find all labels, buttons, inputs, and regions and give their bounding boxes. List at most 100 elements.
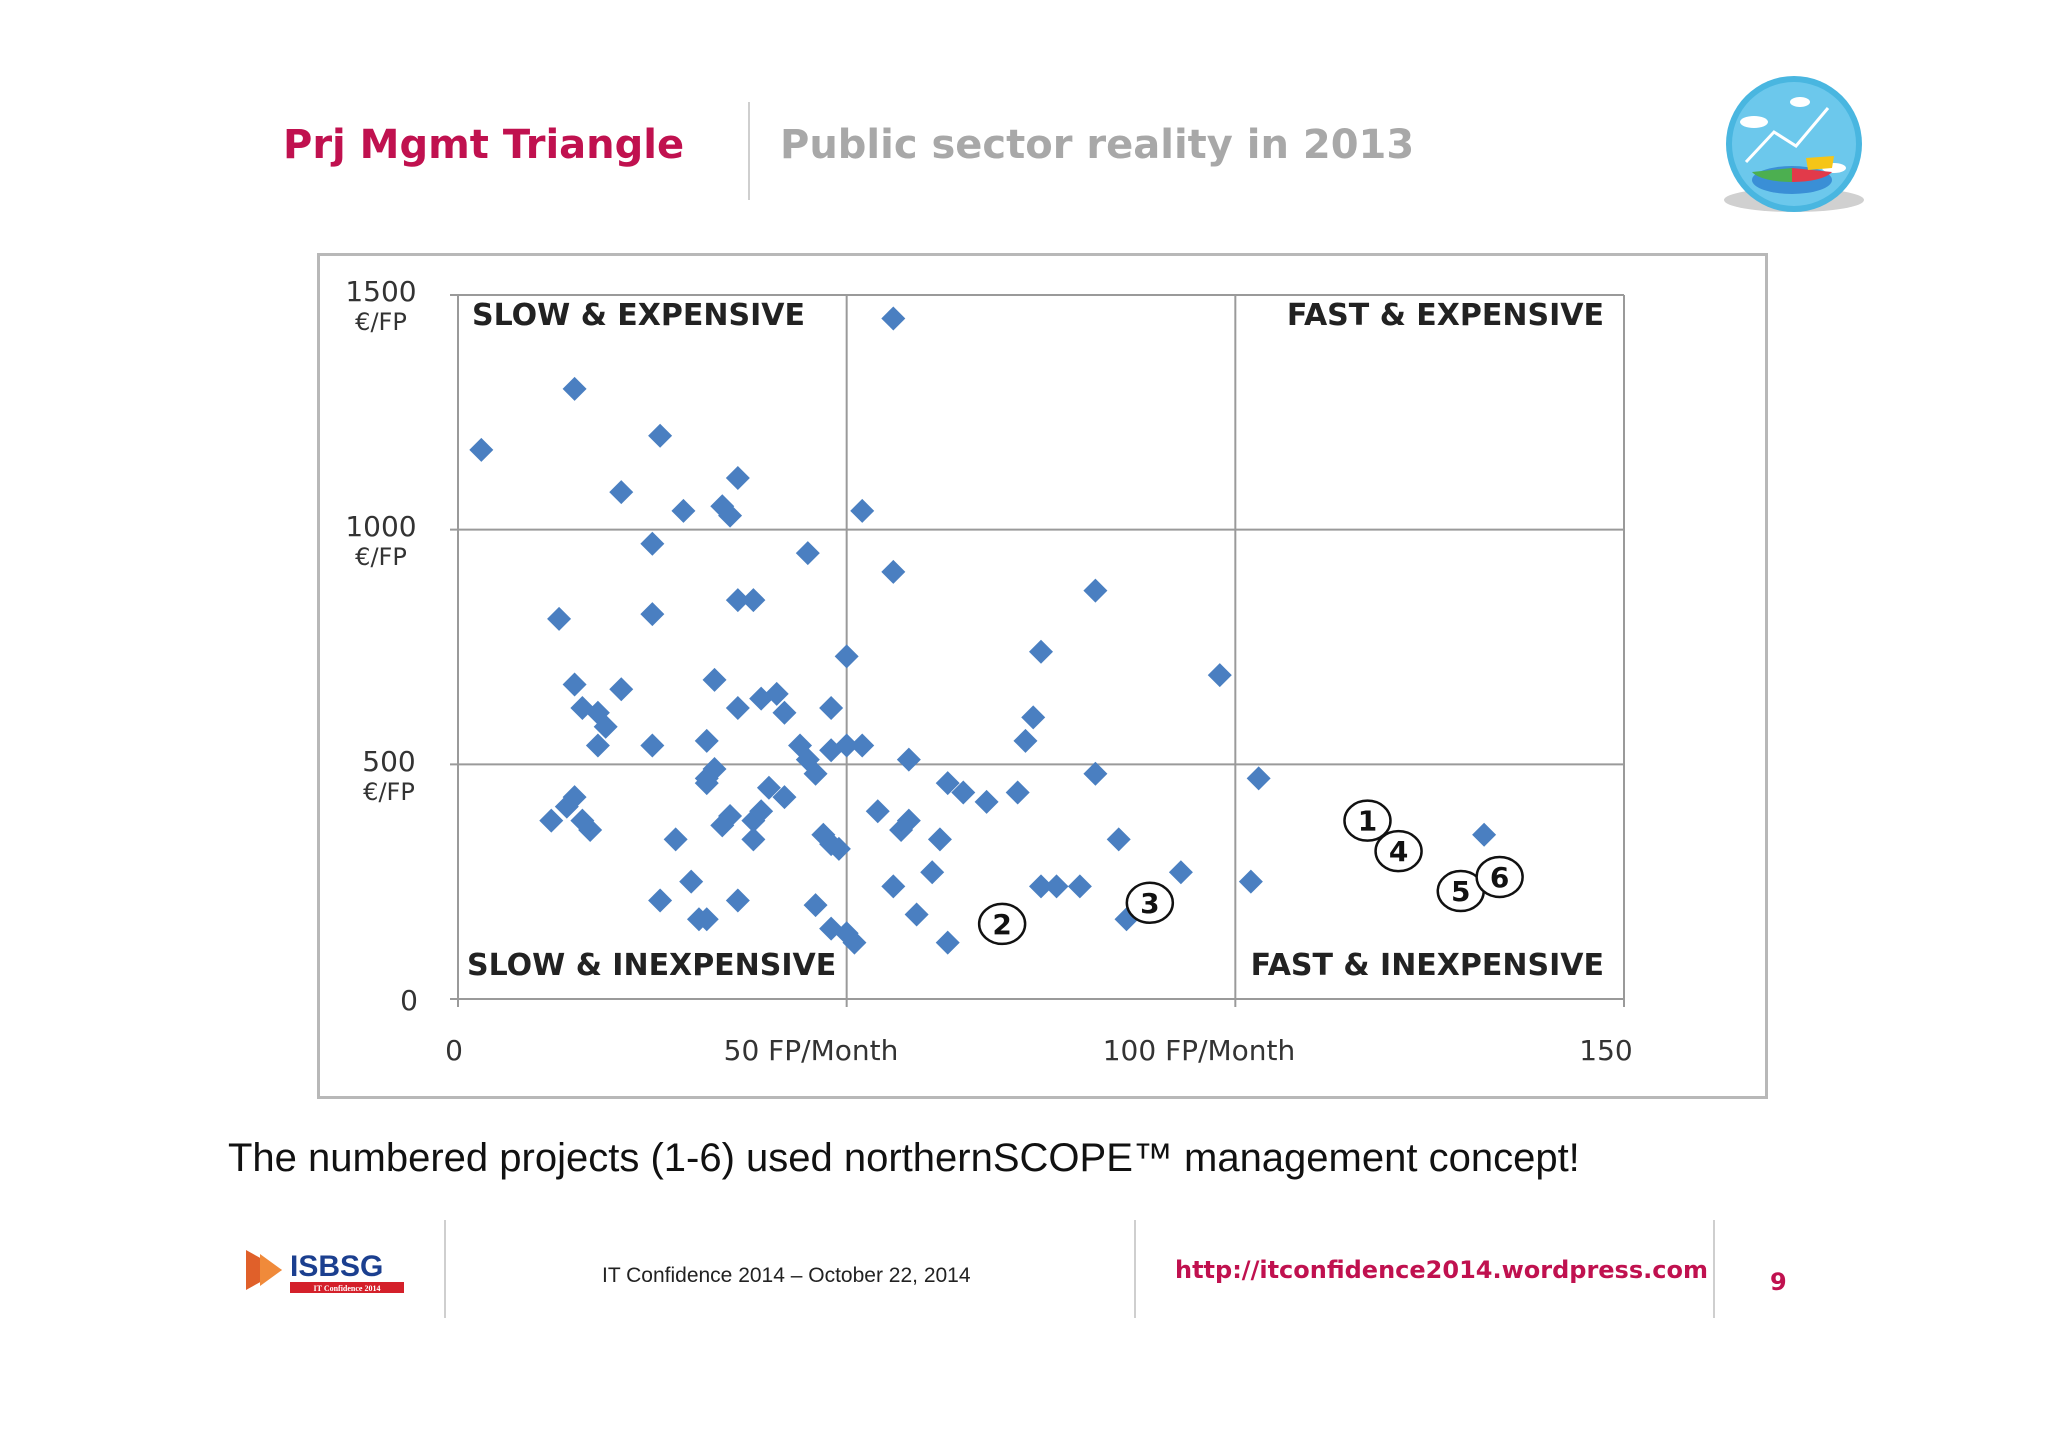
data-point	[710, 813, 735, 838]
data-point	[679, 869, 704, 894]
data-point	[819, 738, 844, 763]
data-point	[881, 874, 906, 899]
isbsg-logo-subtext: IT Confidence 2014	[314, 1284, 381, 1293]
data-point	[896, 747, 921, 772]
data-point	[671, 498, 696, 523]
data-point	[640, 531, 665, 556]
data-point	[562, 672, 587, 697]
data-point	[725, 466, 750, 491]
data-point	[881, 559, 906, 584]
data-point	[803, 761, 828, 786]
data-point	[1207, 663, 1232, 688]
data-point	[469, 437, 494, 462]
data-point	[1013, 728, 1038, 753]
globe-chart-logo	[1724, 76, 1864, 212]
data-point	[850, 733, 875, 758]
isbsg-logo-text: ISBSG	[290, 1250, 383, 1283]
data-point	[1472, 822, 1497, 847]
data-point	[1106, 827, 1131, 852]
data-point	[951, 780, 976, 805]
x-tick-label-150: 150	[1579, 1034, 1632, 1067]
data-point	[920, 860, 945, 885]
data-point	[710, 494, 735, 519]
y-tick-label-1000: 1000	[345, 510, 416, 543]
data-point	[741, 827, 766, 852]
data-point	[725, 696, 750, 721]
project-marker-label: 2	[992, 908, 1011, 941]
data-point	[1005, 780, 1030, 805]
data-point	[694, 728, 719, 753]
x-tick-label-0: 0	[445, 1034, 463, 1067]
quadrant-label-fast-inexpensive: FAST & INEXPENSIVE	[1251, 948, 1604, 983]
data-point	[896, 808, 921, 833]
data-point	[1083, 761, 1108, 786]
project-marker-2: 2	[977, 902, 1027, 946]
y-tick-unit-1500: €/FP	[355, 308, 407, 336]
data-point	[1067, 874, 1092, 899]
data-point	[741, 588, 766, 613]
project-marker-label: 4	[1389, 835, 1408, 868]
quadrant-label-fast-expensive: FAST & EXPENSIVE	[1287, 298, 1604, 333]
project-marker-4: 4	[1374, 829, 1423, 873]
data-point	[1029, 874, 1053, 899]
project-marker-6: 6	[1475, 855, 1524, 899]
data-point	[795, 541, 820, 566]
data-point	[865, 799, 890, 824]
project-marker-label: 5	[1451, 875, 1470, 908]
data-point	[539, 808, 564, 833]
data-point	[1044, 874, 1069, 899]
data-point	[702, 667, 727, 692]
data-point	[562, 785, 587, 810]
data-point	[609, 677, 634, 702]
data-point	[694, 766, 719, 791]
data-point	[1168, 860, 1193, 885]
data-point	[562, 376, 587, 401]
slide-caption: The numbered projects (1-6) used norther…	[228, 1136, 1580, 1180]
project-marker-circle	[1475, 855, 1524, 899]
y-tick-label-1500: 1500	[345, 275, 416, 308]
data-point	[640, 733, 665, 758]
footer-url-link[interactable]: http://itconfidence2014.wordpress.com	[1175, 1256, 1708, 1284]
data-point	[1246, 766, 1271, 791]
data-point	[850, 498, 875, 523]
slide-subtitle: Public sector reality in 2013	[780, 122, 1415, 168]
quadrant-label-slow-expensive: SLOW & EXPENSIVE	[472, 298, 805, 333]
data-point	[772, 785, 797, 810]
project-marker-circle	[1125, 881, 1175, 925]
data-point	[764, 681, 789, 706]
data-point	[648, 423, 673, 448]
data-point	[585, 733, 610, 758]
data-point	[935, 930, 960, 955]
data-point	[927, 827, 952, 852]
project-marker-circle	[1374, 829, 1423, 873]
scatter-chart: 1500 €/FP 1000 €/FP 500 €/FP 0 0 50 FP/M…	[345, 275, 1632, 1067]
data-point	[547, 606, 572, 631]
project-marker-circle	[1343, 799, 1392, 842]
data-point	[974, 789, 999, 814]
data-point	[585, 700, 610, 725]
data-point	[725, 588, 750, 613]
data-point	[749, 799, 774, 824]
y-tick-label-500: 500	[362, 745, 415, 778]
project-marker-label: 1	[1358, 805, 1377, 838]
data-point	[834, 733, 859, 758]
data-point	[593, 714, 618, 739]
data-point	[718, 503, 743, 528]
data-point	[725, 888, 750, 913]
page-number: 9	[1770, 1268, 1787, 1296]
slide-title: Prj Mgmt Triangle	[283, 122, 685, 168]
data-point	[663, 827, 688, 852]
data-point	[842, 930, 867, 955]
footer-divider-2	[1134, 1220, 1136, 1318]
data-point	[1238, 869, 1263, 894]
data-point	[648, 888, 673, 913]
data-point	[609, 480, 634, 505]
project-marker-label: 3	[1140, 887, 1159, 920]
x-tick-label-100: 100 FP/Month	[1103, 1034, 1296, 1067]
data-point	[578, 818, 603, 843]
x-tick-label-50: 50 FP/Month	[724, 1034, 899, 1067]
data-point	[718, 803, 743, 828]
project-marker-1: 1	[1343, 799, 1392, 842]
data-point	[881, 306, 906, 331]
project-marker-3: 3	[1125, 881, 1175, 925]
